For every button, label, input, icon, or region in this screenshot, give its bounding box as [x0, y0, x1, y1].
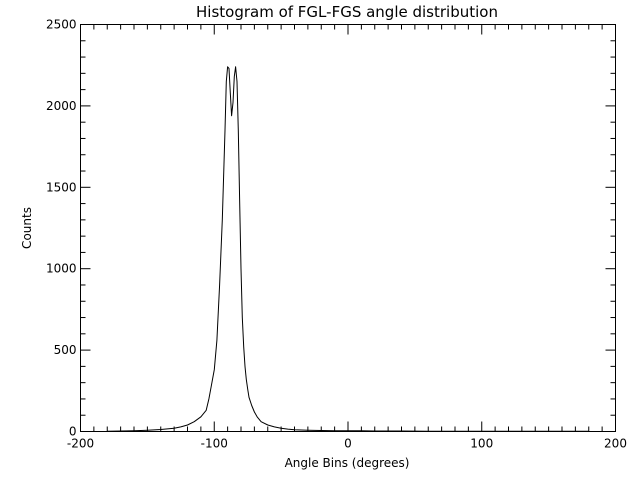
y-tick-label: 500 [54, 343, 77, 357]
y-tick-label: 2000 [46, 99, 77, 113]
y-axis-label: Counts [20, 207, 34, 249]
chart-title: Histogram of FGL-FGS angle distribution [196, 3, 498, 21]
plot-frame [80, 24, 616, 432]
x-tick-labels: -200 -100 0 100 200 [67, 437, 627, 451]
y-tick-label: 1000 [46, 262, 77, 276]
minor-ticks [80, 24, 616, 432]
histogram-line [107, 66, 589, 432]
y-tick-label: 1500 [46, 180, 77, 194]
x-tick-label: 100 [470, 437, 493, 451]
x-tick-label: -100 [201, 437, 228, 451]
x-tick-label: 0 [344, 437, 352, 451]
x-axis-label: Angle Bins (degrees) [285, 456, 410, 470]
x-tick-label: 200 [604, 437, 627, 451]
major-ticks [80, 24, 616, 432]
y-tick-label: 2500 [46, 18, 77, 32]
y-tick-label: 0 [69, 425, 77, 439]
y-tick-labels: 0 500 1000 1500 2000 2500 [46, 18, 77, 439]
x-tick-label: -200 [67, 437, 94, 451]
